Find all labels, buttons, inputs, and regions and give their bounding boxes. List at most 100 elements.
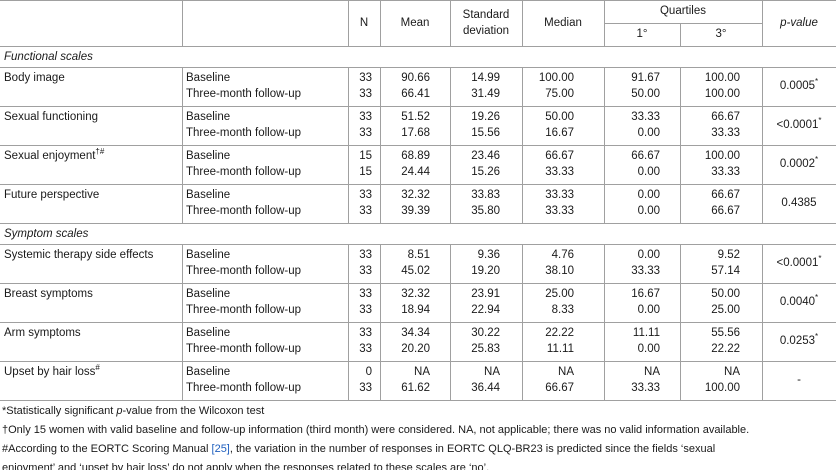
value-cell: 33.33 bbox=[545, 166, 574, 178]
header-cell: 1° bbox=[636, 28, 648, 40]
v-rule bbox=[380, 184, 381, 223]
value-cell: 15.56 bbox=[471, 127, 500, 139]
time-point: Baseline bbox=[186, 72, 231, 84]
v-rule bbox=[522, 145, 523, 184]
h-rule bbox=[0, 46, 836, 47]
value-cell: 35.80 bbox=[471, 205, 500, 217]
value-cell: 32.32 bbox=[401, 189, 430, 201]
value-cell: 100.00 bbox=[538, 72, 574, 84]
value-cell: 34.34 bbox=[401, 327, 430, 339]
v-rule bbox=[762, 106, 763, 145]
p-value-text: <0.0001 bbox=[776, 119, 819, 131]
p-value-sup: * bbox=[815, 77, 819, 87]
footnote-part: -value from the Wilcoxon test bbox=[122, 405, 265, 417]
footnote-part: [25] bbox=[211, 443, 230, 455]
value-cell: 66.67 bbox=[711, 189, 740, 201]
p-value-text: <0.0001 bbox=[776, 257, 819, 269]
p-value-sup: * bbox=[815, 332, 819, 342]
v-rule bbox=[522, 0, 523, 46]
v-rule bbox=[182, 67, 183, 106]
v-rule bbox=[680, 145, 681, 184]
v-rule bbox=[762, 184, 763, 223]
row-label-text: Sexual functioning bbox=[4, 111, 98, 123]
value-cell: 0.00 bbox=[637, 304, 660, 316]
v-rule bbox=[380, 244, 381, 283]
row-label: Upset by hair loss# bbox=[4, 364, 100, 380]
value-cell: 9.36 bbox=[477, 249, 500, 261]
p-value: <0.0001* bbox=[762, 255, 836, 271]
v-rule bbox=[450, 184, 451, 223]
v-rule bbox=[348, 145, 349, 184]
footnote: enjoyment’ and ‘upset by hair loss’ do n… bbox=[2, 460, 489, 470]
h-rule bbox=[0, 67, 836, 68]
value-cell: NA bbox=[558, 366, 574, 378]
p-value: 0.0005* bbox=[762, 78, 836, 94]
p-value-text: 0.0002 bbox=[779, 158, 816, 170]
value-cell: 15 bbox=[359, 150, 372, 162]
value-cell: NA bbox=[724, 366, 740, 378]
v-rule bbox=[182, 283, 183, 322]
row-label: Arm symptoms bbox=[4, 325, 81, 341]
value-cell: 33.33 bbox=[631, 111, 660, 123]
value-cell: 14.99 bbox=[471, 72, 500, 84]
value-cell: 100.00 bbox=[704, 88, 740, 100]
v-rule bbox=[522, 322, 523, 361]
value-cell: 50.00 bbox=[631, 88, 660, 100]
footnote: †Only 15 women with valid baseline and f… bbox=[2, 422, 749, 438]
value-cell: 0.00 bbox=[637, 205, 660, 217]
value-cell: 33.83 bbox=[471, 189, 500, 201]
value-cell: 0.00 bbox=[637, 249, 660, 261]
v-rule bbox=[762, 145, 763, 184]
time-point: Baseline bbox=[186, 111, 231, 123]
v-rule bbox=[680, 106, 681, 145]
value-cell: 51.52 bbox=[401, 111, 430, 123]
v-rule bbox=[450, 244, 451, 283]
p-value: - bbox=[762, 372, 836, 388]
value-cell: 61.62 bbox=[401, 382, 430, 394]
time-point: Baseline bbox=[186, 288, 231, 300]
value-cell: 19.26 bbox=[471, 111, 500, 123]
row-label: Sexual functioning bbox=[4, 109, 98, 125]
header-cell: Mean bbox=[400, 17, 430, 29]
value-cell: 33.33 bbox=[631, 265, 660, 277]
row-label-text: Breast symptoms bbox=[4, 288, 93, 300]
p-value-text: 0.0005 bbox=[779, 80, 816, 92]
v-rule bbox=[182, 145, 183, 184]
v-rule bbox=[348, 244, 349, 283]
value-cell: 31.49 bbox=[471, 88, 500, 100]
value-cell: 8.51 bbox=[407, 249, 430, 261]
value-cell: 90.66 bbox=[401, 72, 430, 84]
value-cell: 9.52 bbox=[717, 249, 740, 261]
row-label: Future perspective bbox=[4, 187, 99, 203]
row-label-sup: †# bbox=[95, 147, 105, 157]
value-cell: 68.89 bbox=[401, 150, 430, 162]
header-cell: p-value bbox=[780, 17, 818, 29]
time-point: Three-month follow-up bbox=[186, 88, 302, 100]
v-rule bbox=[604, 244, 605, 283]
row-label-text: Systemic therapy side effects bbox=[4, 249, 154, 261]
v-rule bbox=[522, 184, 523, 223]
value-cell: NA bbox=[484, 366, 500, 378]
value-cell: 33.33 bbox=[545, 189, 574, 201]
value-cell: 91.67 bbox=[631, 72, 660, 84]
time-point: Three-month follow-up bbox=[186, 166, 302, 178]
value-cell: 20.20 bbox=[401, 343, 430, 355]
v-rule bbox=[380, 361, 381, 400]
v-rule bbox=[450, 322, 451, 361]
value-cell: 50.00 bbox=[711, 288, 740, 300]
h-rule bbox=[0, 322, 836, 323]
value-cell: 11.11 bbox=[546, 343, 574, 355]
v-rule bbox=[680, 322, 681, 361]
value-cell: 33 bbox=[359, 304, 372, 316]
v-rule bbox=[348, 322, 349, 361]
value-cell: 33 bbox=[359, 111, 372, 123]
value-cell: 36.44 bbox=[471, 382, 500, 394]
value-cell: 66.67 bbox=[545, 382, 574, 394]
v-rule bbox=[680, 184, 681, 223]
v-rule bbox=[680, 67, 681, 106]
value-cell: 33 bbox=[359, 88, 372, 100]
value-cell: 24.44 bbox=[401, 166, 430, 178]
value-cell: 25.83 bbox=[471, 343, 500, 355]
v-rule bbox=[182, 106, 183, 145]
row-label: Sexual enjoyment†# bbox=[4, 148, 104, 164]
